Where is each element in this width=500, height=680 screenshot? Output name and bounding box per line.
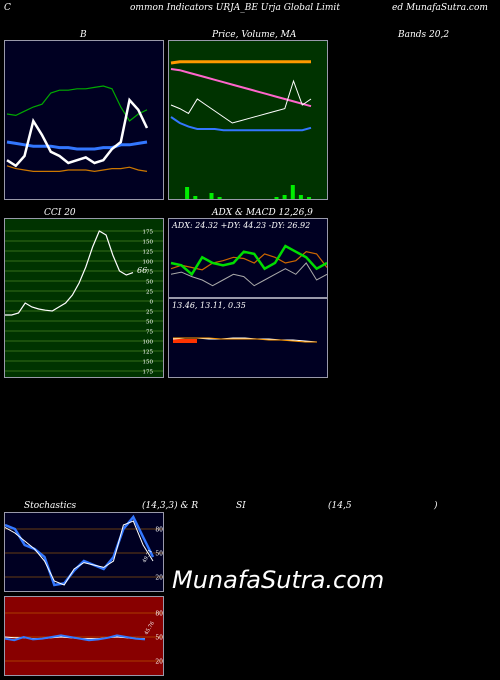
bollinger-lower-line	[6, 165, 148, 173]
cci-chart: 175 150 125 100 75 50 25 0 25 50 75 100 125 150 175 66	[5, 230, 163, 376]
rsi-tick-label: 50	[155, 635, 163, 642]
adx-adx-line	[170, 262, 327, 287]
volume-bar	[274, 197, 279, 199]
rsi-tick-label: 80	[155, 611, 163, 618]
price-ma_pink-line	[170, 68, 312, 108]
cci-label: CCI 20	[44, 208, 76, 218]
stoch-tick-label: 50	[155, 551, 163, 558]
price-panel	[168, 40, 328, 200]
stoch-d-line	[5, 520, 154, 586]
stoch-tick-label: 20	[155, 575, 163, 582]
volume-bar	[298, 195, 303, 199]
rsi-value-label: 45.76	[144, 621, 156, 636]
cci-tick-label: 125	[143, 250, 154, 256]
adx-macd-label: ADX & MACD 12,26,9	[212, 208, 313, 218]
bollinger-price-line	[6, 97, 149, 168]
macd-readout: 13.46, 13.11, 0.35	[172, 301, 246, 310]
macd-chart	[172, 337, 318, 343]
rsi-params-label: (14,5	[328, 501, 352, 511]
stoch-tick-label: 80	[155, 527, 163, 534]
macd-hist-block	[173, 339, 197, 343]
rsi-chart: 80 50 20 45.76	[5, 611, 163, 666]
price-close-line	[170, 79, 312, 124]
cci-tick-label: 175	[143, 370, 154, 376]
rsi-line	[5, 634, 146, 642]
cci-tick-label: 150	[143, 240, 154, 246]
bollinger-chart	[6, 85, 149, 173]
cci-tick-label: 100	[143, 340, 154, 346]
watermark: MunafaSutra.com	[172, 566, 385, 594]
cci-tick-label: 25	[146, 310, 153, 316]
rsi-close-label: )	[434, 501, 438, 511]
volume-bar	[282, 195, 287, 199]
cci-tick-label: 25	[146, 290, 153, 296]
cci-tick-label: 175	[143, 230, 154, 236]
cci-tick-label: 75	[146, 270, 153, 276]
stoch-k-line	[5, 514, 155, 587]
bollinger-label: B	[80, 30, 87, 40]
bollinger-panel	[4, 40, 164, 200]
price-chart	[170, 60, 312, 199]
header-site: ed MunafaSutra.com	[392, 3, 488, 13]
volume-bar	[217, 197, 222, 199]
stoch-panel: 80 50 20 49.71	[4, 512, 164, 592]
stoch-params-label: (14,3,3) & R	[142, 501, 199, 511]
volume-bar	[290, 185, 295, 199]
rsi-tick-label: 20	[155, 659, 163, 666]
volume-bar	[193, 196, 198, 199]
cci-tick-label: 50	[146, 320, 153, 326]
cci-tick-label: 100	[143, 260, 154, 266]
volume-bar	[185, 187, 190, 199]
rsi-label: SI	[236, 501, 246, 511]
price-panel-label: Price, Volume, MA	[212, 30, 297, 40]
bollinger-upper-line	[6, 85, 148, 122]
rsi-panel: 80 50 20 45.76	[4, 596, 164, 676]
price-ma_orange-line	[170, 60, 311, 65]
adx-panel: ADX: 24.32 +DY: 44.23 -DY: 26.92	[168, 218, 328, 298]
adx-chart	[170, 244, 327, 287]
adx-minus-dy-line	[170, 251, 327, 271]
header-left-letter: C	[4, 3, 11, 13]
cci-tick-label: 125	[143, 350, 154, 356]
cci-last-value: 66	[137, 266, 147, 275]
adx-readout: ADX: 24.32 +DY: 44.23 -DY: 26.92	[172, 221, 311, 230]
cci-panel: 175 150 125 100 75 50 25 0 25 50 75 100 125 150 175 66	[4, 218, 164, 378]
macd-panel: 13.46, 13.11, 0.35	[168, 298, 328, 378]
cci-tick-label: 75	[146, 330, 153, 336]
cci-tick-label: 50	[146, 280, 153, 286]
cci-tick-label: 150	[143, 360, 154, 366]
adx-plus-dy-line	[170, 244, 327, 277]
volume-bar	[209, 193, 214, 199]
header-title: ommon Indicators URJA_BE Urja Global Lim…	[130, 3, 340, 13]
bollinger-middle-line	[6, 140, 148, 151]
macd-signal-line	[173, 337, 317, 343]
stoch-label: Stochastics	[24, 501, 77, 511]
price-ma_blue-line	[170, 116, 312, 132]
volume-bar	[307, 197, 311, 199]
bands-label: Bands 20,2	[398, 30, 450, 40]
cci-line	[5, 230, 134, 316]
cci-tick-label: 0	[150, 300, 154, 306]
